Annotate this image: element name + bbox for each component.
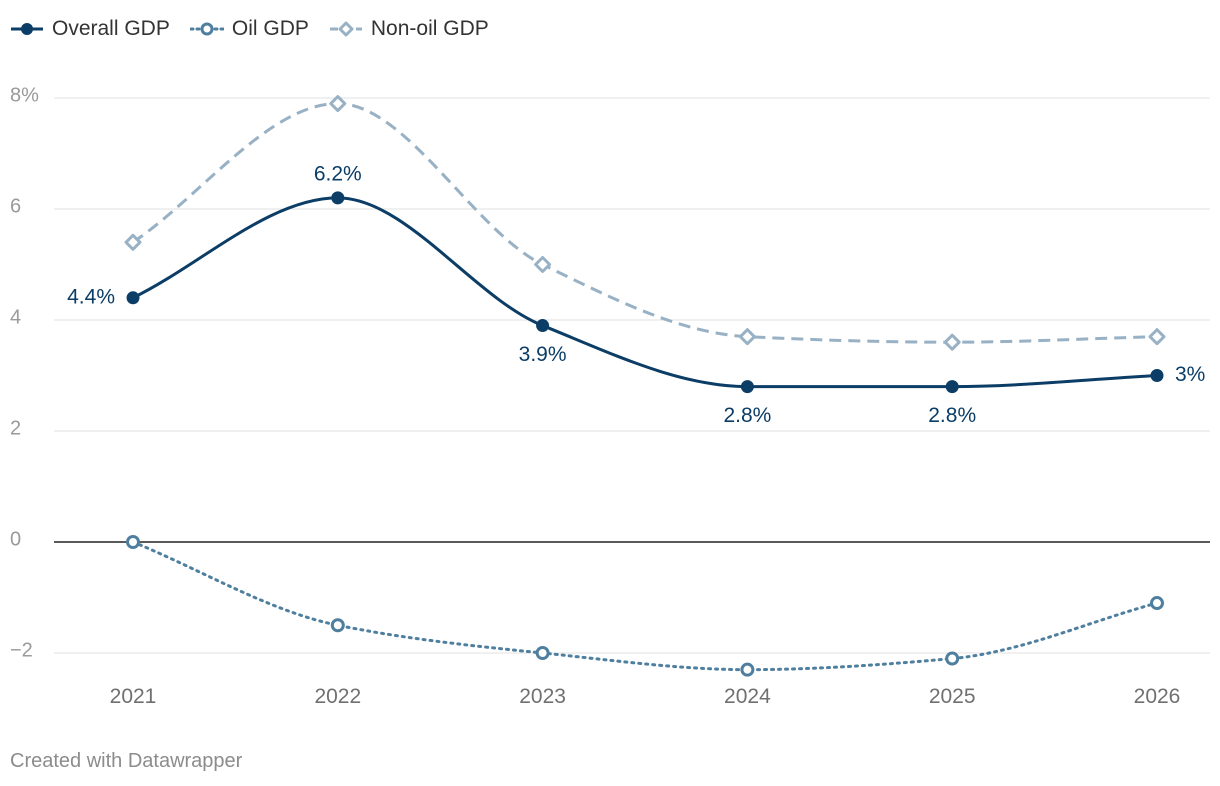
data-point-non-oil-gdp-2022[interactable] [329, 95, 347, 113]
legend-label-oil-gdp: Oil GDP [231, 17, 309, 40]
chart-legend: Overall GDP Oil GDP Non-oil GDP [10, 14, 489, 44]
footer-credit: Created with Datawrapper [10, 750, 243, 772]
data-point-non-oil-gdp-2024[interactable] [738, 328, 756, 346]
legend-label-overall-gdp: Overall GDP [52, 17, 170, 40]
series-line-non-oil-gdp [132, 102, 1158, 344]
data-point-overall-gdp-2026[interactable] [1150, 369, 1164, 382]
x-tick-label: 2022 [314, 685, 361, 708]
data-point-overall-gdp-2025[interactable] [945, 380, 959, 394]
data-point-overall-gdp-2022[interactable] [331, 191, 345, 205]
data-point-overall-gdp-2021[interactable] [126, 291, 140, 305]
y-tick-label: 8% [10, 84, 39, 106]
data-label-overall-gdp-2021: 4.4% [67, 285, 115, 308]
y-tick-label: 0 [10, 528, 21, 550]
series-line-oil-gdp [131, 540, 1159, 672]
x-tick-label: 2026 [1134, 685, 1181, 708]
legend-marker-oil-gdp [189, 22, 224, 36]
data-label-overall-gdp-2023: 3.9% [519, 343, 567, 366]
data-point-oil-gdp-2026[interactable] [1150, 596, 1164, 611]
legend-item-oil-gdp[interactable]: Oil GDP [189, 17, 309, 41]
data-point-non-oil-gdp-2026[interactable] [1148, 328, 1166, 346]
data-label-overall-gdp-2024: 2.8% [723, 404, 771, 427]
series-line-overall-gdp [131, 196, 1159, 389]
data-point-oil-gdp-2021[interactable] [126, 535, 140, 549]
legend-label-non-oil-gdp: Non-oil GDP [370, 17, 489, 40]
data-point-non-oil-gdp-2021[interactable] [124, 233, 142, 251]
data-point-oil-gdp-2022[interactable] [330, 618, 345, 633]
data-point-non-oil-gdp-2023[interactable] [534, 256, 552, 273]
data-point-oil-gdp-2023[interactable] [535, 646, 550, 660]
data-point-oil-gdp-2025[interactable] [945, 651, 960, 666]
gdp-line-chart: 8% 6 4 2 0 −2 2021 2022 2023 2024 2025 2026 4.4% 6.2%… [10, 84, 1210, 708]
legend-marker-overall-gdp [11, 23, 43, 35]
x-tick-label: 2025 [929, 685, 976, 708]
data-point-non-oil-gdp-2025[interactable] [943, 333, 961, 351]
data-label-overall-gdp-2022: 6.2% [314, 162, 362, 185]
legend-item-non-oil-gdp[interactable]: Non-oil GDP [329, 17, 489, 41]
data-point-oil-gdp-2024[interactable] [740, 662, 755, 677]
data-label-overall-gdp-2026: 3% [1175, 363, 1205, 386]
data-point-overall-gdp-2023[interactable] [536, 319, 550, 333]
legend-item-overall-gdp[interactable]: Overall GDP [10, 17, 170, 41]
y-tick-label: 2 [10, 417, 21, 439]
data-point-overall-gdp-2024[interactable] [740, 380, 754, 394]
x-tick-label: 2021 [110, 685, 157, 708]
y-tick-label: −2 [10, 639, 33, 661]
x-tick-label: 2024 [724, 685, 771, 708]
data-label-overall-gdp-2025: 2.8% [928, 404, 976, 427]
x-tick-label: 2023 [519, 685, 566, 708]
legend-marker-non-oil-gdp [329, 21, 362, 37]
y-tick-label: 4 [10, 306, 21, 328]
y-tick-label: 6 [10, 195, 21, 217]
